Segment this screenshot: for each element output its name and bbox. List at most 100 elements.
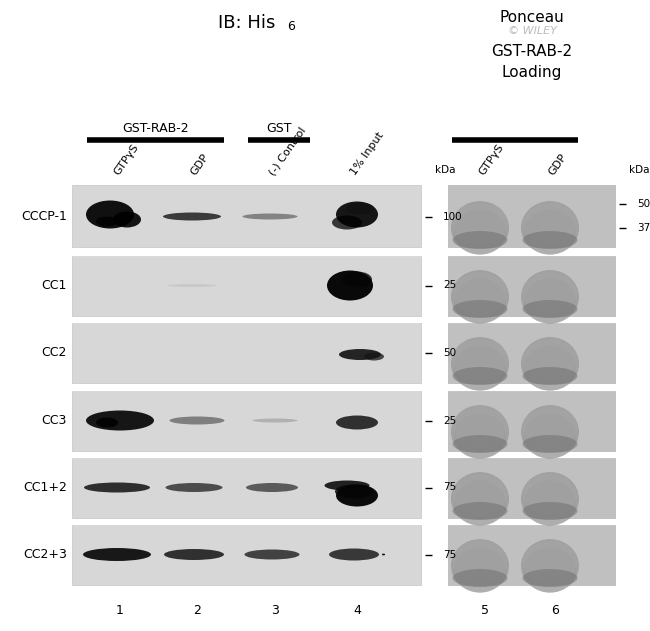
Ellipse shape (339, 349, 381, 360)
Ellipse shape (86, 411, 154, 430)
Ellipse shape (452, 231, 508, 249)
Bar (72, 456, 422, 519)
Ellipse shape (452, 502, 508, 520)
Text: 25: 25 (443, 415, 456, 425)
Text: CCCP-1: CCCP-1 (21, 210, 67, 223)
Ellipse shape (451, 472, 509, 526)
Bar (73, 457, 421, 518)
Text: 3: 3 (271, 603, 279, 616)
Ellipse shape (451, 201, 509, 255)
Text: 5: 5 (481, 603, 489, 616)
Text: GST: GST (266, 122, 292, 135)
Ellipse shape (521, 539, 579, 593)
Text: 50: 50 (637, 199, 650, 209)
Ellipse shape (453, 339, 507, 380)
Text: 4: 4 (353, 603, 361, 616)
Text: CC1: CC1 (42, 279, 67, 292)
Text: 1% Input: 1% Input (349, 131, 385, 177)
Ellipse shape (96, 418, 118, 427)
Ellipse shape (336, 415, 378, 430)
Ellipse shape (452, 300, 508, 318)
Ellipse shape (524, 547, 576, 593)
Ellipse shape (84, 483, 150, 493)
Ellipse shape (523, 435, 577, 453)
Ellipse shape (327, 271, 373, 300)
Ellipse shape (454, 345, 506, 391)
Ellipse shape (452, 435, 508, 453)
Ellipse shape (454, 547, 506, 593)
Bar (73, 186, 421, 247)
Bar (73, 255, 421, 316)
Text: GTPγS: GTPγS (477, 142, 505, 177)
Bar (448, 389, 616, 452)
Ellipse shape (451, 539, 509, 593)
Text: 6: 6 (551, 603, 559, 616)
Text: 75: 75 (443, 550, 456, 560)
Text: 6: 6 (287, 20, 295, 33)
Bar (448, 321, 616, 384)
Ellipse shape (451, 270, 509, 324)
Ellipse shape (454, 278, 506, 324)
Text: GST-RAB-2: GST-RAB-2 (122, 122, 188, 135)
Bar (72, 185, 422, 248)
Ellipse shape (332, 216, 362, 230)
Ellipse shape (246, 483, 298, 492)
Ellipse shape (170, 416, 224, 425)
Bar (73, 322, 421, 383)
Ellipse shape (335, 485, 373, 498)
Text: Loading: Loading (502, 65, 562, 80)
Ellipse shape (454, 209, 506, 254)
Text: CC1+2: CC1+2 (23, 481, 67, 494)
Ellipse shape (244, 550, 300, 560)
Ellipse shape (452, 569, 508, 587)
Ellipse shape (164, 549, 224, 560)
Bar (448, 523, 616, 586)
Text: GTPγS: GTPγS (112, 142, 140, 177)
Bar (448, 254, 616, 317)
Text: 100: 100 (443, 211, 463, 221)
Text: Ponceau: Ponceau (500, 10, 564, 25)
Ellipse shape (453, 203, 507, 244)
Ellipse shape (336, 201, 378, 228)
Ellipse shape (167, 284, 217, 287)
Ellipse shape (166, 483, 222, 492)
Text: CC3: CC3 (42, 414, 67, 427)
Ellipse shape (524, 480, 576, 526)
Text: 1: 1 (116, 603, 124, 616)
Ellipse shape (521, 337, 579, 391)
Ellipse shape (252, 418, 298, 423)
Text: (-) Control: (-) Control (266, 125, 307, 177)
Ellipse shape (523, 300, 577, 318)
Ellipse shape (453, 541, 507, 582)
Ellipse shape (523, 475, 577, 516)
Text: kDa: kDa (629, 165, 649, 175)
Text: 50: 50 (443, 348, 456, 358)
Ellipse shape (329, 548, 379, 560)
Ellipse shape (451, 405, 509, 459)
Ellipse shape (453, 475, 507, 516)
Text: GDP: GDP (547, 151, 569, 177)
Ellipse shape (523, 231, 577, 249)
Bar (72, 389, 422, 452)
Bar (448, 456, 616, 519)
Ellipse shape (521, 405, 579, 459)
Bar (448, 185, 616, 248)
Ellipse shape (451, 337, 509, 391)
Ellipse shape (524, 413, 576, 459)
Text: GST-RAB-2: GST-RAB-2 (491, 44, 573, 59)
Ellipse shape (523, 502, 577, 520)
Ellipse shape (523, 203, 577, 244)
Bar (72, 254, 422, 317)
Text: 25: 25 (443, 281, 456, 290)
Ellipse shape (454, 413, 506, 459)
Ellipse shape (523, 367, 577, 385)
Bar (73, 390, 421, 451)
Ellipse shape (83, 548, 151, 561)
Text: CC2+3: CC2+3 (23, 548, 67, 561)
Text: 75: 75 (443, 483, 456, 493)
Ellipse shape (521, 472, 579, 526)
Ellipse shape (342, 271, 372, 288)
Text: kDa: kDa (435, 165, 456, 175)
Ellipse shape (452, 367, 508, 385)
Ellipse shape (523, 569, 577, 587)
